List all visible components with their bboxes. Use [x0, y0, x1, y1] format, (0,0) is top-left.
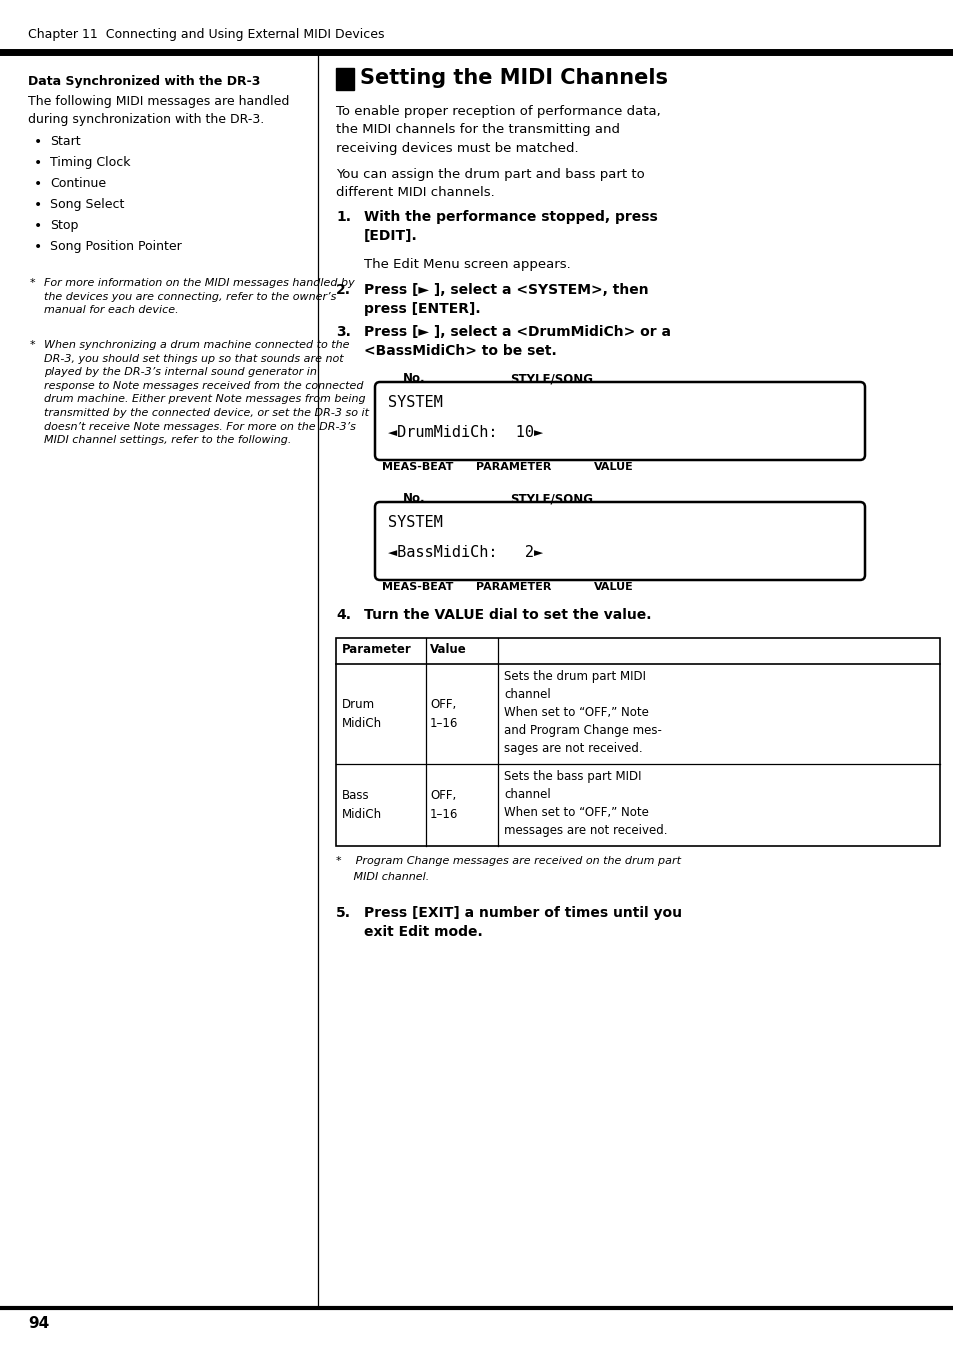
Text: *: *: [30, 339, 35, 350]
Text: *    Program Change messages are received on the drum part: * Program Change messages are received o…: [335, 856, 680, 867]
Text: When synchronizing a drum machine connected to the
DR-3, you should set things u: When synchronizing a drum machine connec…: [44, 339, 369, 445]
Text: 2.: 2.: [335, 283, 351, 297]
Text: The following MIDI messages are handled
during synchronization with the DR-3.: The following MIDI messages are handled …: [28, 95, 289, 127]
Text: Stop: Stop: [50, 219, 78, 233]
Text: Value: Value: [430, 644, 466, 656]
Text: SYSTEM: SYSTEM: [388, 515, 442, 530]
Text: No.: No.: [402, 492, 425, 506]
Text: SYSTEM: SYSTEM: [388, 395, 442, 410]
Text: •: •: [34, 177, 42, 191]
Text: ◄DrumMidiCh:  10►: ◄DrumMidiCh: 10►: [388, 425, 542, 439]
Text: 94: 94: [28, 1315, 50, 1330]
Text: PARAMETER: PARAMETER: [476, 462, 551, 472]
Bar: [335, 638, 939, 846]
Text: For more information on the MIDI messages handled by
the devices you are connect: For more information on the MIDI message…: [44, 279, 355, 315]
Text: 1.: 1.: [335, 210, 351, 224]
Text: STYLE/SONG: STYLE/SONG: [510, 372, 593, 385]
Text: STYLE/SONG: STYLE/SONG: [510, 492, 593, 506]
Text: MEAS-BEAT: MEAS-BEAT: [381, 581, 453, 592]
Text: 5.: 5.: [335, 906, 351, 919]
Text: Continue: Continue: [50, 177, 106, 191]
Text: ◄BassMidiCh:   2►: ◄BassMidiCh: 2►: [388, 545, 542, 560]
Text: Setting the MIDI Channels: Setting the MIDI Channels: [359, 68, 667, 88]
Text: Press [► ], select a <DrumMidiCh> or a
<BassMidiCh> to be set.: Press [► ], select a <DrumMidiCh> or a <…: [364, 324, 670, 358]
Text: Parameter: Parameter: [341, 644, 412, 656]
Text: •: •: [34, 197, 42, 212]
Text: Press [► ], select a <SYSTEM>, then
press [ENTER].: Press [► ], select a <SYSTEM>, then pres…: [364, 283, 648, 316]
Text: OFF,
1–16: OFF, 1–16: [430, 790, 457, 821]
Text: Song Position Pointer: Song Position Pointer: [50, 241, 182, 253]
Text: MEAS-BEAT: MEAS-BEAT: [381, 462, 453, 472]
Text: *: *: [30, 279, 35, 288]
Text: PARAMETER: PARAMETER: [476, 581, 551, 592]
Text: To enable proper reception of performance data,
the MIDI channels for the transm: To enable proper reception of performanc…: [335, 105, 660, 155]
Text: The Edit Menu screen appears.: The Edit Menu screen appears.: [364, 258, 570, 270]
Text: •: •: [34, 135, 42, 149]
Text: Press [EXIT] a number of times until you
exit Edit mode.: Press [EXIT] a number of times until you…: [364, 906, 681, 938]
FancyBboxPatch shape: [375, 502, 864, 580]
FancyBboxPatch shape: [375, 383, 864, 460]
Text: Start: Start: [50, 135, 81, 147]
Text: •: •: [34, 219, 42, 233]
Text: No.: No.: [402, 372, 425, 385]
Text: With the performance stopped, press
[EDIT].: With the performance stopped, press [EDI…: [364, 210, 657, 243]
Text: You can assign the drum part and bass part to
different MIDI channels.: You can assign the drum part and bass pa…: [335, 168, 644, 200]
Text: VALUE: VALUE: [594, 462, 633, 472]
Text: MIDI channel.: MIDI channel.: [335, 872, 429, 882]
Text: OFF,
1–16: OFF, 1–16: [430, 698, 457, 730]
Text: VALUE: VALUE: [594, 581, 633, 592]
Text: 3.: 3.: [335, 324, 351, 339]
Text: Chapter 11  Connecting and Using External MIDI Devices: Chapter 11 Connecting and Using External…: [28, 28, 384, 41]
Text: Data Synchronized with the DR-3: Data Synchronized with the DR-3: [28, 74, 260, 88]
Text: Bass
MidiCh: Bass MidiCh: [341, 790, 382, 821]
Text: •: •: [34, 241, 42, 254]
Text: •: •: [34, 155, 42, 170]
Text: Drum
MidiCh: Drum MidiCh: [341, 698, 382, 730]
Text: Sets the bass part MIDI
channel
When set to “OFF,” Note
messages are not receive: Sets the bass part MIDI channel When set…: [503, 771, 667, 837]
Text: Sets the drum part MIDI
channel
When set to “OFF,” Note
and Program Change mes-
: Sets the drum part MIDI channel When set…: [503, 671, 661, 754]
Text: Timing Clock: Timing Clock: [50, 155, 131, 169]
Text: Turn the VALUE dial to set the value.: Turn the VALUE dial to set the value.: [364, 608, 651, 622]
Text: 4.: 4.: [335, 608, 351, 622]
Text: Song Select: Song Select: [50, 197, 124, 211]
Bar: [335, 68, 354, 91]
